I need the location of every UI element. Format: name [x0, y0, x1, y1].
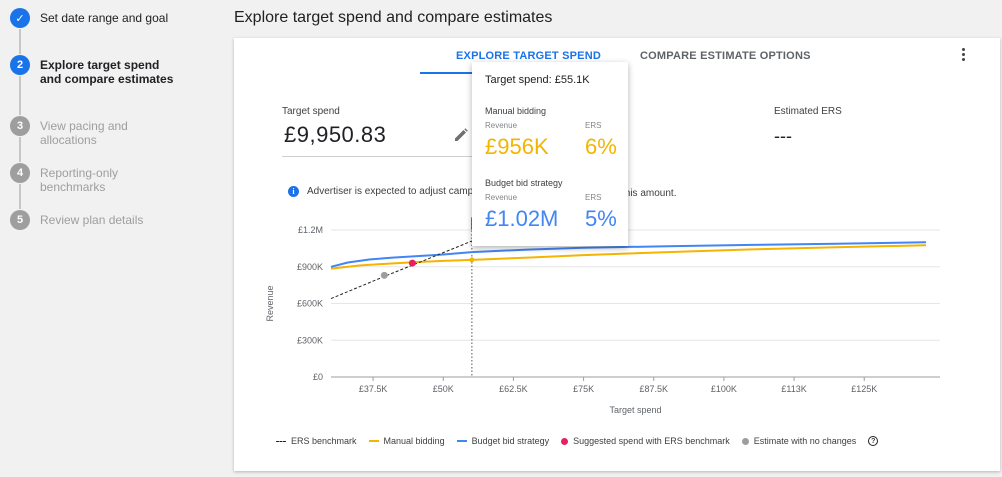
- target-spend-underline: [282, 156, 474, 157]
- step-label: Reporting-only benchmarks: [40, 166, 119, 194]
- series-line-manual-bidding: [330, 244, 927, 270]
- step-1[interactable]: ✓ Set date range and goal: [10, 8, 180, 28]
- info-message-tail: this amount.: [622, 188, 677, 199]
- x-tick-label: £125K: [851, 384, 877, 394]
- legend-item[interactable]: ERS benchmark: [276, 436, 357, 446]
- stepper: ✓ Set date range and goal 2 Explore target …: [0, 0, 220, 477]
- y-tick-label: £1.2M: [298, 225, 323, 235]
- x-tick-label: £100K: [711, 384, 737, 394]
- point-estimate-with-no-changes: [380, 271, 388, 279]
- stepper-connector: [19, 137, 21, 162]
- step-3[interactable]: 3 View pacing and allocations: [10, 116, 180, 147]
- estimated-ers-value: ---: [774, 126, 792, 146]
- stepper-connector: [19, 76, 21, 115]
- step-label: Set date range and goal: [40, 11, 169, 25]
- legend-swatch: [276, 440, 286, 442]
- tooltip-manual-ers-label: ERS: [585, 121, 602, 130]
- legend-item[interactable]: Budget bid strategy: [456, 436, 550, 446]
- tab-compare-estimate-options[interactable]: COMPARE ESTIMATE OPTIONS: [640, 50, 811, 62]
- target-spend-label: Target spend: [282, 106, 340, 117]
- tooltip-budget-revenue: £1.02M: [485, 206, 559, 231]
- target-spend-value[interactable]: £9,950.83: [284, 122, 387, 147]
- tooltip-budget-revenue-label: Revenue: [485, 193, 518, 202]
- info-icon: i: [288, 186, 299, 197]
- legend-label: Estimate with no changes: [753, 436, 857, 446]
- x-axis-title: Target spend: [609, 405, 661, 415]
- step-number: 2: [10, 55, 30, 75]
- legend-label: Budget bid strategy: [471, 436, 550, 446]
- stepper-connector: [19, 29, 21, 54]
- help-icon[interactable]: ?: [868, 436, 879, 446]
- x-tick-label: £37.5K: [359, 384, 388, 394]
- more-vert-icon[interactable]: [960, 48, 968, 66]
- x-tick-label: £62.5K: [499, 384, 528, 394]
- x-tick-label: £75K: [573, 384, 594, 394]
- step-label: View pacing and allocations: [40, 119, 128, 147]
- legend-label: Manual bidding: [383, 436, 445, 446]
- tooltip-title: Target spend: £55.1K: [485, 74, 590, 86]
- hover-point: [469, 257, 475, 263]
- tooltip-budget-heading: Budget bid strategy: [485, 178, 563, 188]
- tooltip-budget-ers-label: ERS: [585, 193, 602, 202]
- explore-card: EXPLORE TARGET SPEND COMPARE ESTIMATE OP…: [234, 38, 1000, 471]
- info-message-text: Advertiser is expected to adjust campa: [307, 186, 479, 197]
- point-suggested-spend-with-ers-benchmark: [408, 259, 416, 267]
- tooltip-budget-ers: 5%: [585, 206, 617, 231]
- legend-swatch: [741, 437, 749, 445]
- chart-legend: ERS benchmark Manual bidding Budget bid st…: [276, 436, 879, 446]
- x-tick-label: £87.5K: [639, 384, 668, 394]
- revenue-chart[interactable]: £0 £300K £600K £900K £1.2M £37.5K £50K £62.5K £7…: [234, 38, 1000, 433]
- page-title: Explore target spend and compare estimat…: [234, 9, 553, 26]
- step-4[interactable]: 4 Reporting-only benchmarks: [10, 163, 180, 194]
- edit-icon[interactable]: [454, 128, 468, 147]
- y-tick-label: £900K: [297, 262, 323, 272]
- step-label: Explore target spend and compare estimat…: [40, 58, 174, 86]
- step-2[interactable]: 2 Explore target spend and compare estima…: [10, 55, 180, 86]
- tooltip-manual-revenue-label: Revenue: [485, 121, 518, 130]
- tooltip-manual-ers: 6%: [585, 134, 617, 159]
- chart-tooltip: Target spend: £55.1K Manual bidding Reve…: [472, 62, 628, 246]
- legend-swatch: [456, 440, 467, 442]
- step-5[interactable]: 5 Review plan details: [10, 210, 180, 230]
- legend-item[interactable]: Suggested spend with ERS benchmark: [561, 436, 730, 446]
- tooltip-manual-heading: Manual bidding: [485, 106, 547, 116]
- stepper-connector: [19, 184, 21, 209]
- series-line-budget-bid-strategy: [330, 241, 927, 268]
- legend-swatch: [368, 440, 379, 442]
- tab-explore-target-spend[interactable]: EXPLORE TARGET SPEND: [456, 50, 601, 62]
- info-message: i Advertiser is expected to adjust campa: [288, 186, 479, 197]
- step-number: 5: [10, 210, 30, 230]
- series-line-ers-benchmark: [330, 240, 473, 300]
- step-label: Review plan details: [40, 213, 144, 227]
- legend-label: Suggested spend with ERS benchmark: [573, 436, 730, 446]
- y-tick-label: £300K: [297, 335, 323, 345]
- estimated-ers-label: Estimated ERS: [774, 106, 842, 117]
- legend-swatch: [561, 437, 569, 445]
- step-number: 3: [10, 116, 30, 136]
- y-axis-title: Revenue: [265, 285, 275, 321]
- y-tick-label: £600K: [297, 299, 323, 309]
- legend-item[interactable]: Manual bidding: [368, 436, 445, 446]
- x-tick-label: £113K: [781, 384, 806, 394]
- legend-item[interactable]: Estimate with no changes: [741, 436, 857, 446]
- step-number: 4: [10, 163, 30, 183]
- legend-label: ERS benchmark: [291, 436, 357, 446]
- y-tick-label: £0: [313, 372, 323, 382]
- x-tick-label: £50K: [433, 384, 454, 394]
- tooltip-manual-revenue: £956K: [485, 134, 549, 159]
- check-icon: ✓: [10, 8, 30, 28]
